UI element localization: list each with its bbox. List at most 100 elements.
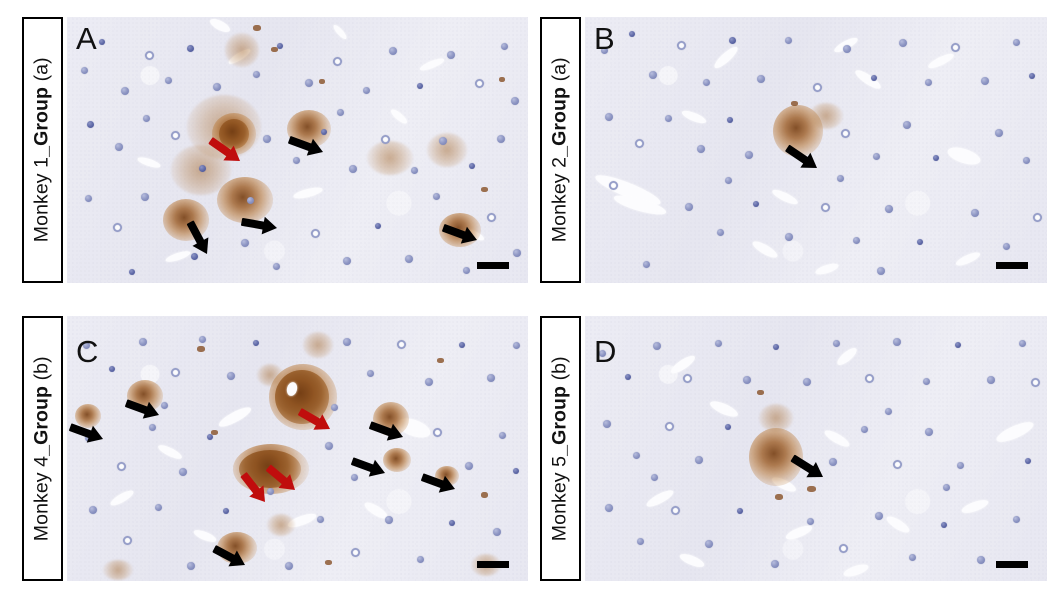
- nucleus: [171, 131, 180, 140]
- nucleus: [1029, 73, 1035, 79]
- nucleus: [475, 79, 484, 88]
- nucleus: [725, 424, 731, 430]
- nucleus: [351, 474, 358, 481]
- nucleus: [773, 344, 779, 350]
- panel-b-label-prefix: Monkey 2: [548, 157, 571, 243]
- nucleus: [955, 342, 961, 348]
- nucleus: [605, 113, 613, 121]
- panel-c-label-suffix: (b): [30, 356, 53, 386]
- nucleus: [807, 518, 814, 525]
- nucleus: [877, 267, 885, 275]
- nucleus: [875, 512, 883, 520]
- nucleus: [917, 239, 923, 245]
- nucleus: [685, 203, 693, 211]
- panel-a-micrograph: A: [67, 17, 528, 283]
- nucleus: [995, 129, 1003, 137]
- panel-c-label-bold: _Group: [30, 385, 53, 456]
- panel-d-letter: D: [594, 334, 617, 369]
- nucleus: [273, 263, 280, 270]
- nucleus: [703, 79, 710, 86]
- nucleus: [813, 83, 822, 92]
- panel-c-side-label-text: Monkey 4_Group (b): [30, 356, 53, 541]
- nucleus: [633, 452, 640, 459]
- nucleus: [757, 75, 765, 83]
- nucleus: [677, 41, 686, 50]
- nucleus: [349, 165, 357, 173]
- nucleus: [501, 43, 508, 50]
- nucleus: [417, 83, 423, 89]
- nucleus: [987, 376, 995, 384]
- nucleus: [841, 129, 850, 138]
- nucleus: [143, 115, 150, 122]
- nucleus: [601, 47, 608, 54]
- amyloid-plaque: [759, 404, 793, 432]
- nucleus: [885, 205, 893, 213]
- panel-c-side-label: Monkey 4_Group (b): [22, 316, 63, 581]
- panel-b-label-suffix: (a): [548, 57, 571, 88]
- nucleus: [493, 528, 501, 536]
- nucleus: [829, 458, 837, 466]
- nucleus: [417, 556, 424, 563]
- nucleus: [743, 376, 751, 384]
- panel-b-side-label-text: Monkey 2_Group (a): [548, 57, 571, 243]
- nucleus: [199, 336, 206, 343]
- amyloid-speck: [253, 25, 261, 31]
- panel-c: Monkey 4_Group (b): [22, 316, 528, 581]
- nucleus: [207, 434, 213, 440]
- nucleus: [487, 374, 495, 382]
- panel-d: Monkey 5_Group (b): [540, 316, 1047, 581]
- nucleus: [305, 79, 313, 87]
- nucleus: [803, 378, 811, 386]
- amyloid-speck: [757, 390, 764, 395]
- nucleus: [99, 39, 105, 45]
- nucleus: [187, 45, 194, 52]
- tissue-grain: [67, 316, 528, 581]
- nucleus: [199, 165, 206, 172]
- amyloid-plaque: [217, 177, 273, 223]
- nucleus: [1031, 378, 1040, 387]
- nucleus: [871, 75, 877, 81]
- nucleus: [117, 462, 126, 471]
- nucleus: [697, 145, 705, 153]
- nucleus: [179, 468, 187, 476]
- tissue-grain: [585, 316, 1047, 581]
- nucleus: [865, 374, 874, 383]
- nucleus: [325, 442, 333, 450]
- nucleus: [977, 556, 985, 564]
- panel-c-scalebar: [477, 561, 509, 568]
- nucleus: [665, 422, 674, 431]
- nucleus: [683, 374, 692, 383]
- nucleus: [981, 77, 989, 85]
- nucleus: [885, 408, 892, 415]
- nucleus: [333, 57, 342, 66]
- nucleus: [635, 139, 644, 148]
- panel-b-letter: B: [594, 21, 615, 56]
- nucleus: [893, 460, 902, 469]
- panel-a-label-bold: _Group: [30, 87, 53, 158]
- nucleus: [837, 175, 844, 182]
- panel-a-label-suffix: (a): [30, 57, 53, 88]
- nucleus: [671, 506, 680, 515]
- panel-c-letter: C: [76, 334, 99, 369]
- nucleus: [213, 83, 221, 91]
- nucleus: [609, 181, 618, 190]
- nucleus: [363, 87, 370, 94]
- nucleus: [893, 338, 901, 346]
- tissue-background: [67, 316, 528, 581]
- nucleus: [785, 233, 793, 241]
- nucleus: [115, 143, 123, 151]
- amyloid-speck: [319, 79, 325, 84]
- nucleus: [121, 87, 129, 95]
- nucleus: [449, 520, 455, 526]
- nucleus: [463, 267, 470, 274]
- nucleus: [405, 255, 413, 263]
- nucleus: [253, 340, 259, 346]
- nucleus: [129, 269, 135, 275]
- nucleus: [155, 504, 162, 511]
- amyloid-speck: [499, 77, 505, 82]
- tissue-grain: [585, 17, 1047, 283]
- nucleus: [343, 338, 351, 346]
- nucleus: [109, 366, 115, 372]
- nucleus: [497, 135, 505, 143]
- nucleus: [89, 506, 97, 514]
